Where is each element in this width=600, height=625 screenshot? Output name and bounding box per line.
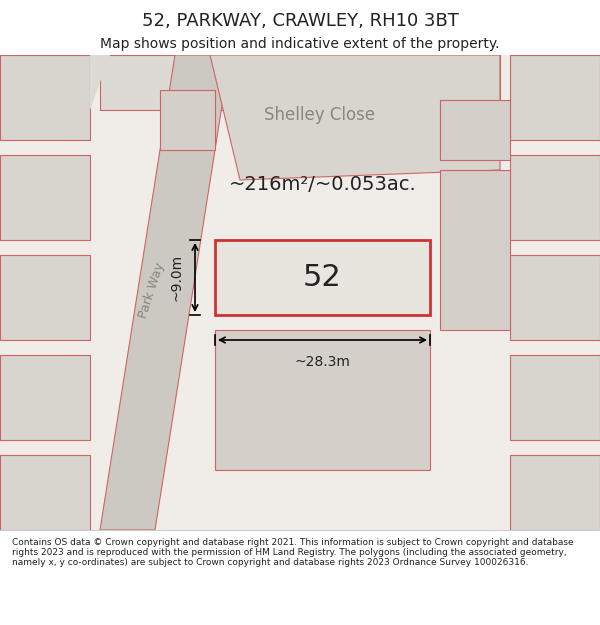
Polygon shape bbox=[100, 55, 230, 530]
Polygon shape bbox=[100, 55, 500, 110]
Text: ~9.0m: ~9.0m bbox=[169, 254, 183, 301]
Text: Park Way: Park Way bbox=[137, 261, 167, 319]
Polygon shape bbox=[210, 55, 500, 180]
Text: Map shows position and indicative extent of the property.: Map shows position and indicative extent… bbox=[100, 38, 500, 51]
Polygon shape bbox=[510, 455, 600, 530]
Text: 52: 52 bbox=[303, 263, 342, 292]
Polygon shape bbox=[510, 55, 600, 140]
Polygon shape bbox=[510, 355, 600, 440]
Polygon shape bbox=[215, 240, 430, 315]
Text: 52, PARKWAY, CRAWLEY, RH10 3BT: 52, PARKWAY, CRAWLEY, RH10 3BT bbox=[142, 12, 458, 30]
Polygon shape bbox=[215, 330, 430, 470]
Polygon shape bbox=[440, 100, 510, 160]
Polygon shape bbox=[440, 170, 510, 330]
Polygon shape bbox=[0, 55, 90, 140]
Polygon shape bbox=[0, 155, 90, 240]
Text: Contains OS data © Crown copyright and database right 2021. This information is : Contains OS data © Crown copyright and d… bbox=[12, 538, 574, 568]
Polygon shape bbox=[0, 55, 110, 110]
Text: ~216m²/~0.053ac.: ~216m²/~0.053ac. bbox=[229, 176, 416, 194]
Polygon shape bbox=[0, 355, 90, 440]
Polygon shape bbox=[0, 455, 90, 530]
Text: Shelley Close: Shelley Close bbox=[265, 106, 376, 124]
Polygon shape bbox=[0, 255, 90, 340]
Polygon shape bbox=[510, 155, 600, 240]
Text: ~28.3m: ~28.3m bbox=[295, 355, 350, 369]
Polygon shape bbox=[160, 90, 215, 150]
Polygon shape bbox=[510, 255, 600, 340]
